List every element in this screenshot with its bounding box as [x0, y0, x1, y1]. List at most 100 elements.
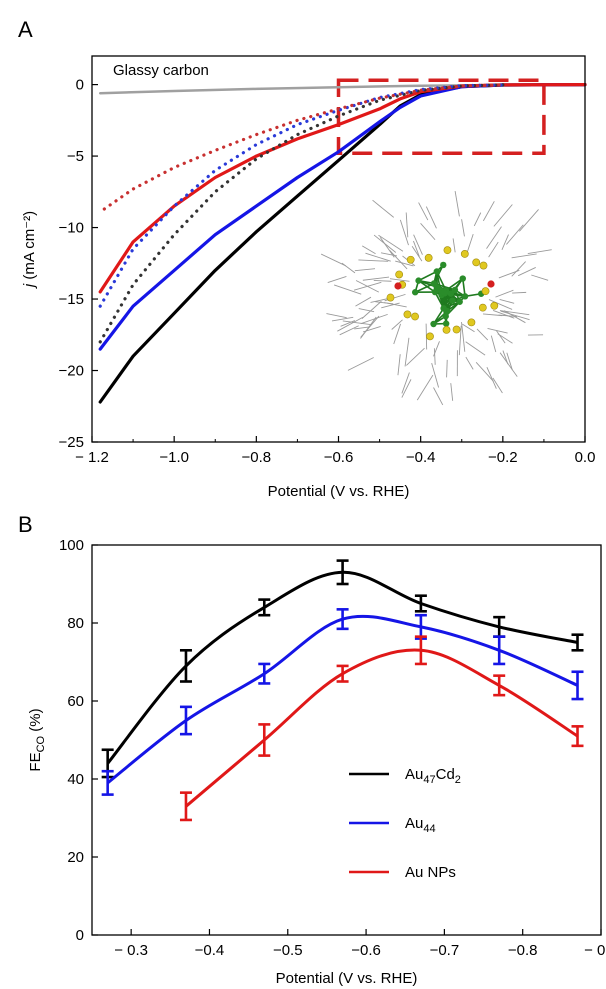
ligand-bond [486, 226, 502, 249]
x-tick-label: 0.0 [575, 449, 596, 466]
panel-b-y-label-main: FE [27, 752, 44, 771]
y-tick-label: 0 [76, 77, 84, 94]
sulfur-atom [406, 255, 415, 264]
sulfur-atom [479, 261, 488, 270]
y-tick-label: −25 [59, 434, 84, 451]
ligand-bond [347, 357, 374, 371]
ligand-bond [425, 206, 437, 229]
legend-label-part: Au NPs [405, 864, 456, 881]
ligand-bond [511, 253, 537, 259]
ligand-bond [391, 319, 403, 330]
panel-a-y-label-rest: (mA cm⁻²) [21, 211, 38, 284]
ligand-bond [518, 267, 536, 277]
x-tick-label: −0.6 [324, 449, 354, 466]
panel-a-molecule-inset [320, 191, 552, 406]
ligand-bond [405, 212, 409, 238]
legend-label-part: Cd [436, 766, 455, 783]
x-tick-label: −0.6 [351, 942, 381, 959]
ligand-bond [389, 250, 408, 270]
gold-atom [411, 289, 419, 296]
gold-atom [442, 320, 450, 327]
sulfur-atom [467, 318, 476, 327]
y-tick-label: −15 [59, 291, 84, 308]
ligand-bond [527, 249, 552, 255]
ligand-bond [506, 224, 524, 245]
ligand-bond [433, 348, 436, 365]
ligand-bond [482, 201, 495, 222]
ligand-bond [452, 238, 456, 253]
ligand-bond [358, 308, 375, 313]
ligand-bond [499, 352, 518, 377]
panel-a: A − 1.2 −1.0 −0.8 −0.6 −0.4 −0.2 0.0 0 −5 −10 −15… [18, 17, 595, 500]
x-tick-label: −0.2 [488, 449, 518, 466]
ligand-bond [406, 347, 425, 366]
ligand-bond [378, 234, 404, 252]
ligand-bond [416, 374, 434, 401]
x-tick-label: −0.4 [406, 449, 436, 466]
series-a-6-line [102, 83, 505, 211]
y-tick-label: 60 [67, 693, 84, 710]
x-tick-label: − 0.9 [584, 942, 606, 959]
x-tick-label: −0.8 [508, 942, 538, 959]
panel-a-x-axis-label: Potential (V vs. RHE) [268, 483, 410, 500]
sulfur-atom [481, 287, 490, 296]
gold-atom [447, 290, 455, 297]
ligand-bond [355, 296, 372, 307]
x-tick-label: −1.0 [159, 449, 189, 466]
sulfur-atom [490, 301, 499, 310]
core-bond [414, 282, 435, 293]
panel-a-x-ticks: − 1.2 −1.0 −0.8 −0.6 −0.4 −0.2 0.0 [75, 436, 595, 466]
legend-label: Au NPs [405, 864, 456, 881]
gold-atom [433, 268, 440, 275]
cadmium-atom [487, 280, 495, 288]
panel-b-letter: B [18, 512, 33, 537]
y-tick-label: −10 [59, 220, 84, 237]
ligand-bond [496, 330, 506, 344]
ligand-bond [401, 372, 410, 394]
panel-b-x-axis-label: Potential (V vs. RHE) [276, 970, 418, 987]
y-tick-label: 100 [59, 537, 84, 554]
ligand-bond [486, 367, 497, 389]
sulfur-atom [460, 250, 469, 258]
ligand-bond [362, 276, 390, 281]
gold-atom [440, 261, 447, 269]
ligand-bond [361, 300, 382, 319]
panel-a-letter: A [18, 17, 33, 42]
panel-a-series [98, 83, 587, 404]
sulfur-atom [424, 253, 433, 262]
ligand-bond [512, 291, 527, 294]
legend-label-part: Au [405, 815, 423, 832]
ligand-bond [495, 289, 514, 298]
panel-b-frame [91, 544, 602, 936]
sulfur-atom [442, 326, 451, 334]
x-tick-label: −0.4 [195, 942, 225, 959]
highlight-box [336, 78, 546, 155]
panel-b-y-label-rest: (%) [27, 708, 44, 736]
ligand-bond [488, 299, 513, 310]
ligand-bond [473, 212, 482, 227]
ligand-bond [461, 321, 466, 352]
ligand-bond [488, 241, 499, 258]
ligand-bond [355, 280, 380, 293]
ligand-bond [465, 341, 486, 356]
ligand-bond [327, 276, 347, 284]
series-b-0-line [106, 570, 578, 765]
ligand-bond [379, 237, 395, 258]
series-a-1-line [98, 83, 587, 404]
ligand-bond [492, 377, 503, 394]
ligand-bond [487, 327, 508, 334]
ligand-bond [354, 268, 376, 272]
ligand-bond [475, 361, 494, 382]
gold-atom [449, 297, 456, 304]
series-a-3-line [98, 83, 587, 294]
ligand-bond [358, 259, 389, 262]
cadmium-atom [394, 282, 402, 290]
ligand-bond [462, 323, 475, 333]
panel-a-y-ticks: 0 −5 −10 −15 −20 −25 [59, 77, 98, 451]
panel-b-y-label-sub: CO [35, 735, 47, 752]
ligand-bond [501, 234, 509, 250]
ligand-bond [375, 301, 394, 305]
ligand-bond [433, 387, 444, 406]
y-tick-label: 40 [67, 771, 84, 788]
series-b-2-line [185, 648, 579, 808]
